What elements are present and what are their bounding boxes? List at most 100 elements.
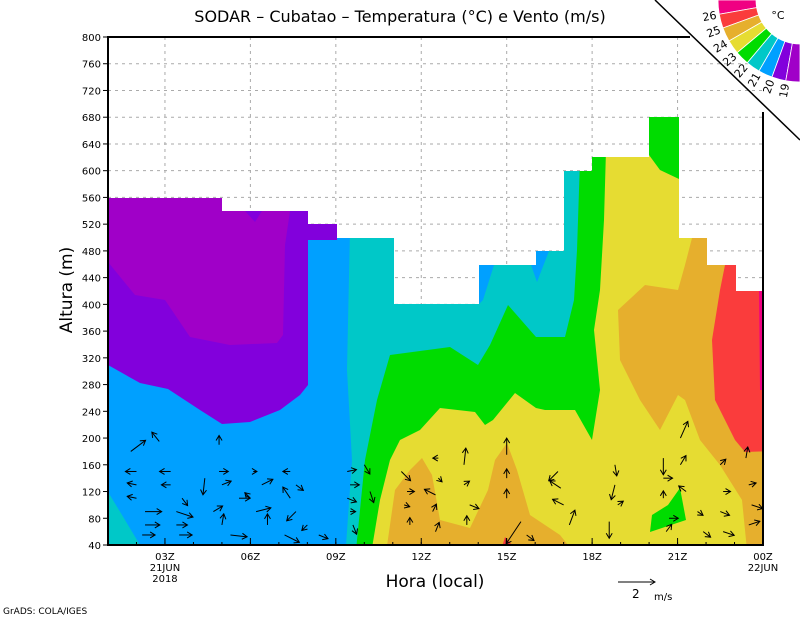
- wind-vector: [281, 468, 291, 475]
- colorbar-swatch: [785, 42, 800, 83]
- y-tick-label: 480: [82, 247, 101, 258]
- colorbar-label: 20: [761, 78, 778, 96]
- wind-vector: [743, 446, 751, 459]
- wind-vector: [748, 519, 761, 526]
- wind-vector-head: [241, 532, 249, 540]
- wind-vector: [669, 514, 680, 522]
- wind-vector-head: [682, 420, 690, 428]
- wind-vector-shaft: [678, 485, 687, 492]
- wind-vector-head: [215, 434, 223, 441]
- wind-vector: [406, 516, 414, 525]
- wind-vector-head: [463, 514, 471, 521]
- x-tick-label: 03Z: [155, 552, 175, 563]
- wind-vector: [261, 478, 274, 486]
- wind-vector: [282, 486, 291, 499]
- y-tick-label: 40: [88, 541, 101, 552]
- wind-vector-shaft: [679, 421, 689, 439]
- wind-vector-head: [503, 437, 511, 444]
- y-tick-label: 320: [82, 354, 101, 365]
- wind-vector-shaft: [301, 524, 308, 531]
- x-tick-year: 2018: [152, 574, 177, 585]
- wind-vector-shaft: [230, 534, 248, 538]
- wind-vector: [403, 501, 411, 509]
- wind-vector-shaft: [568, 509, 576, 526]
- y-tick-label: 80: [88, 514, 101, 525]
- chart-title: SODAR – Cubatao – Temperatura (°C) e Ven…: [194, 7, 605, 26]
- wind-vector: [461, 447, 469, 465]
- wind-vector: [469, 503, 480, 511]
- wind-vector-head: [403, 501, 411, 509]
- wind-vector: [350, 508, 357, 516]
- y-axis-label: Altura (m): [57, 247, 77, 333]
- wind-vector-head: [551, 498, 559, 505]
- wind-vector: [431, 503, 438, 512]
- wind-vector: [126, 493, 137, 501]
- wind-vector-head: [216, 505, 224, 512]
- wind-vector-head: [149, 531, 157, 539]
- wind-vector-shaft: [347, 497, 357, 503]
- colorbar-label: 25: [705, 23, 723, 40]
- wind-vector: [612, 464, 620, 477]
- wind-vector-shaft: [745, 446, 749, 459]
- wind-vector: [200, 478, 207, 496]
- wind-vector-head: [434, 521, 441, 529]
- wind-vector: [697, 509, 704, 516]
- wind-vector-shaft: [221, 480, 232, 486]
- wind-vector: [151, 431, 160, 442]
- wind-vector-head: [570, 509, 577, 516]
- wind-vector-head: [473, 503, 480, 511]
- wind-vector-shaft: [505, 521, 522, 545]
- wind-vector-head: [182, 521, 189, 529]
- wind-vector-head: [264, 512, 271, 520]
- y-axis: 40 80 120 160 200 240 280 320 360 400 440 480 520 560…: [82, 33, 108, 552]
- wind-vector-shaft: [284, 534, 300, 543]
- footer-credit: GrADS: COLA/IGES: [3, 607, 87, 617]
- wind-vector: [659, 489, 667, 499]
- wind-vector-head: [151, 431, 158, 438]
- wind-vector-head: [725, 488, 732, 495]
- wind-vector-head: [436, 476, 443, 483]
- y-tick-label: 440: [82, 274, 101, 285]
- wind-vector-head: [431, 454, 439, 462]
- wind-vector-shaft: [697, 511, 704, 516]
- wind-vector: [347, 467, 358, 474]
- wind-vector-head: [265, 505, 272, 513]
- wind-vector: [551, 498, 564, 506]
- wind-vector: [431, 454, 439, 462]
- wind-vector: [158, 468, 171, 475]
- contour-region: [385, 443, 580, 545]
- wind-vector-head: [281, 468, 289, 475]
- wind-vector-head: [704, 531, 712, 538]
- wind-vector: [503, 487, 511, 499]
- wind-vector-head: [743, 446, 751, 453]
- wind-vector: [363, 464, 371, 475]
- wind-vector: [176, 511, 194, 519]
- wind-vector: [145, 521, 161, 529]
- wind-vector-head: [461, 447, 469, 454]
- colorbar-label: 19: [777, 83, 792, 99]
- wind-vector-shaft: [432, 503, 437, 512]
- wind-vector-shaft: [130, 439, 146, 452]
- wind-vector-shaft: [463, 448, 467, 465]
- wind-vector-head: [126, 480, 133, 488]
- wind-vector-shaft: [719, 458, 727, 466]
- wind-vector-head: [286, 515, 293, 522]
- wind-vector: [350, 481, 361, 489]
- wind-vector-head: [244, 491, 251, 499]
- wind-vector: [463, 480, 471, 487]
- wind-vector: [665, 523, 673, 532]
- wind-vector: [723, 488, 732, 495]
- wind-vector: [436, 476, 443, 483]
- wind-vector-shaft: [176, 511, 194, 518]
- wind-vector: [719, 458, 727, 466]
- y-tick-label: 760: [82, 60, 101, 71]
- x-tick-label: 15Z: [497, 552, 517, 563]
- wind-vector: [407, 488, 416, 495]
- wind-vector-head: [673, 514, 680, 522]
- x-tick-label: 12Z: [411, 552, 431, 563]
- y-tick-label: 240: [82, 407, 101, 418]
- wind-vector-head: [364, 468, 371, 475]
- wind-reference: 2 m/s: [618, 578, 672, 603]
- wind-vector: [160, 481, 171, 489]
